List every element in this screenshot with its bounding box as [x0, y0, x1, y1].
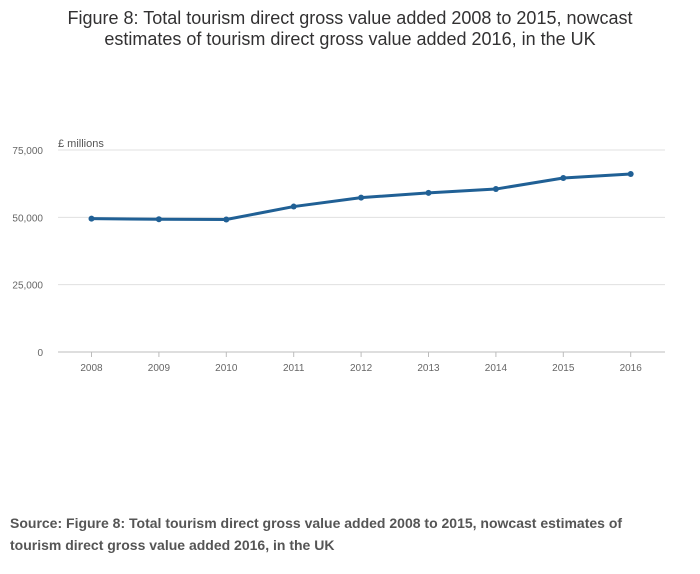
x-tick-label: 2010: [215, 363, 238, 374]
x-tick-label: 2011: [283, 363, 305, 374]
data-point[interactable]: [88, 215, 95, 222]
x-tick-label: 2009: [148, 363, 171, 374]
x-axis: 2008 2009 2010 2011 2012 2013 2014 2015 2016: [58, 351, 665, 374]
series-line-group: [88, 170, 634, 223]
data-point[interactable]: [627, 170, 634, 177]
data-point[interactable]: [425, 189, 432, 196]
y-tick-label: 50,000: [12, 213, 43, 224]
x-tick-label: 2008: [80, 363, 103, 374]
y-tick-label: 75,000: [12, 146, 43, 157]
data-point[interactable]: [560, 175, 567, 182]
chart-title: Figure 8: Total tourism direct gross val…: [0, 8, 700, 50]
x-tick-label: 2015: [552, 363, 575, 374]
data-point[interactable]: [155, 216, 162, 223]
data-point[interactable]: [358, 194, 365, 201]
y-axis-ticks: 0 25,000 50,000 75,000: [12, 146, 43, 359]
data-point[interactable]: [290, 203, 297, 210]
data-point[interactable]: [492, 186, 499, 193]
gridlines: [58, 149, 665, 286]
y-tick-label: 0: [37, 348, 43, 359]
x-tick-label: 2014: [485, 363, 508, 374]
x-tick-label: 2013: [417, 363, 440, 374]
y-axis-unit-label: £ millions: [58, 138, 104, 150]
source-note: Source: Figure 8: Total tourism direct g…: [10, 515, 623, 553]
x-tick-label: 2012: [350, 363, 373, 374]
chart-title-line-1: Figure 8: Total tourism direct gross val…: [67, 8, 633, 28]
data-point[interactable]: [223, 216, 230, 223]
y-tick-label: 25,000: [12, 281, 43, 292]
chart-title-line-2: estimates of tourism direct gross value …: [104, 29, 596, 49]
x-tick-label: 2016: [620, 363, 643, 374]
